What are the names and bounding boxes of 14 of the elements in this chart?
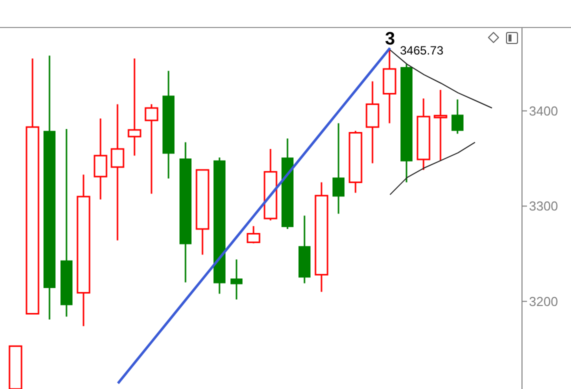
line-series	[390, 142, 476, 196]
candlestick	[246, 225, 260, 244]
candlestick	[110, 103, 124, 242]
y-tick-label: 3300	[529, 198, 558, 214]
candlestick	[94, 118, 108, 200]
y-tick-label: 3200	[529, 294, 558, 309]
y-tick-label: 3400	[529, 103, 558, 118]
candlestick	[434, 89, 448, 162]
annotation: 3	[384, 28, 396, 48]
line-series	[116, 46, 392, 385]
candlestick	[128, 58, 142, 156]
candlestick	[366, 80, 380, 164]
annotation: 3465.73	[400, 43, 444, 58]
candlestick	[144, 103, 158, 194]
